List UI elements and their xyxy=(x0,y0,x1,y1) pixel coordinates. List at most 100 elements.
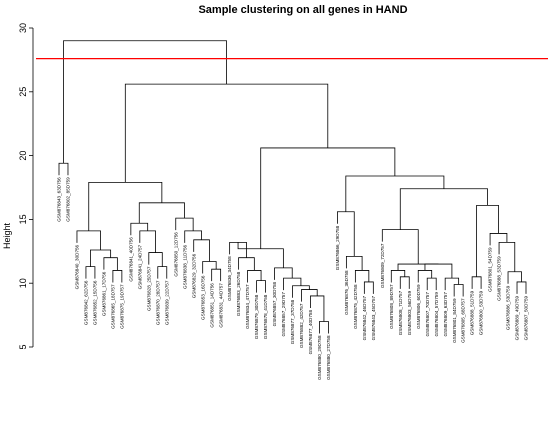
leaf-label: GSM876870_28D757 xyxy=(155,280,160,325)
leaf-label: GSM876839_22D757 xyxy=(164,280,169,325)
leaf-label: GSM876886_53D759 xyxy=(506,285,511,330)
dendrogram-link xyxy=(157,266,168,279)
leaf-label: GSM876838_11D756 xyxy=(182,244,187,289)
dendrogram-link xyxy=(138,202,185,224)
leaf-label: GSM876857_29D757 xyxy=(281,292,286,337)
leaf-label: GSM876877_37D758 xyxy=(290,299,295,344)
dendrogram-link xyxy=(58,162,69,176)
leaf-label: GSM876829_32D756 xyxy=(191,253,196,298)
leaf-label: GSM876809_72D757 xyxy=(380,243,385,288)
dendrogram-link xyxy=(175,217,194,231)
leaf-label: GSM876843_63D756 xyxy=(57,177,62,222)
dendrogram-link xyxy=(148,252,163,267)
leaf-label: GSM876877_40D758 xyxy=(308,310,313,355)
y-tick-label: 25 xyxy=(18,87,28,97)
dendrogram-link xyxy=(471,276,482,289)
leaf-label: GSM876803_56D759 xyxy=(407,290,412,335)
dendrogram-link xyxy=(354,270,370,283)
leaf-label: GSM876850_12D756 xyxy=(173,232,178,277)
leaf-label: GSM876836_34D758 xyxy=(227,256,232,301)
leaf-label: GSM876875_19D757 xyxy=(119,284,124,329)
leaf-label: GSM876887_50D759 xyxy=(524,295,529,340)
leaf-label: GSM876808_71D757 xyxy=(398,290,403,335)
leaf-label: GSM876834_47D757 xyxy=(245,284,250,329)
leaf-label: GSM876808_89D757 xyxy=(389,284,394,329)
leaf-label: GSM876831_44D757 xyxy=(218,283,223,328)
dendrogram-link xyxy=(184,230,202,243)
leaf-label: GSM876888_51D759 xyxy=(470,290,475,335)
dendrogram-link xyxy=(381,229,419,265)
leaf-label: GSM876882_42D757 xyxy=(299,303,304,348)
dendrogram-link xyxy=(399,188,488,230)
leaf-label: GSM876888_53D759 xyxy=(497,256,502,301)
leaf-label: GSM876841_24D757 xyxy=(137,244,142,289)
dendrogram-link xyxy=(424,263,453,279)
leaf-label: GSM876852_15D756 xyxy=(93,280,98,325)
leaf-label: GSM876828_25D757 xyxy=(146,266,151,311)
y-tick-label: 20 xyxy=(18,151,28,161)
y-axis: 5 10 15 20 25 30 xyxy=(18,23,34,350)
dendrogram-link xyxy=(202,261,217,274)
dendrogram-link xyxy=(319,321,329,334)
leaf-label: GSM876865_18D757 xyxy=(110,284,115,329)
leaf-label: GSM876804_57D759 xyxy=(434,292,439,337)
leaf-label: GSM876878_41D758 xyxy=(263,294,268,339)
leaf-label: GSM876842_46D757 xyxy=(362,295,367,340)
leaf-label: GSM876883_26D758 xyxy=(236,271,241,316)
dendrogram-link xyxy=(90,249,112,267)
leaf-label: GSM876801_84D759 xyxy=(452,298,457,343)
leaf-label: GSM876851_14D756 xyxy=(209,283,214,328)
dendrogram-link xyxy=(260,147,396,249)
dendrogram-link xyxy=(112,270,123,283)
leaf-label: GSM876880_27D758 xyxy=(326,335,331,380)
leaf-label: GSM876889_49D759 xyxy=(515,295,520,340)
dendrogram-link xyxy=(85,266,96,279)
leaf-label: GSM876806_60D759 xyxy=(416,284,421,329)
dendrogram-link xyxy=(453,284,464,297)
dendrogram-link xyxy=(130,222,149,236)
chart-title: Sample clustering on all genes in HAND xyxy=(198,4,407,16)
y-tick-label: 30 xyxy=(18,23,28,33)
leaf-label: GSM876843_45D757 xyxy=(371,295,376,340)
leaf-label: GSM876861_17D756 xyxy=(102,271,107,316)
leaf-label: GSM876880_29D758 xyxy=(317,335,322,380)
y-tick-label: 15 xyxy=(18,214,28,224)
dendrogram-link xyxy=(292,285,310,298)
dendrogram-link xyxy=(426,277,437,291)
dendrogram-link xyxy=(363,281,374,294)
dendrogram-link xyxy=(397,263,439,271)
dendrogram-link xyxy=(256,280,266,293)
dendrogram-link xyxy=(63,40,227,164)
leaf-label: GSM876853_16D756 xyxy=(200,275,205,320)
leaf-label: GSM876807_70D757 xyxy=(425,292,430,337)
y-tick-label: 5 xyxy=(18,344,28,349)
dendrogram-link xyxy=(238,257,255,271)
y-axis-label: Height xyxy=(2,222,12,249)
dendrogram-link xyxy=(489,233,508,246)
leaf-label: GSM876875_42D758 xyxy=(353,284,358,329)
leaf-label: GSM876841_40D756 xyxy=(128,237,133,282)
y-tick-label: 10 xyxy=(18,278,28,288)
leaf-label: GSM876800_53D759 xyxy=(479,290,484,335)
dendrogram-link xyxy=(88,181,163,231)
dendrogram-link xyxy=(124,83,329,183)
dendrogram-tree xyxy=(58,40,527,334)
dendrogram-link xyxy=(76,230,101,251)
leaf-label: GSM876842_62D756 xyxy=(84,280,89,325)
dendrogram-link xyxy=(399,276,410,289)
dendrogram-link xyxy=(516,281,527,294)
leaf-labels: GSM876843_63D756 GSM876802_85D759 GSM87684… xyxy=(57,177,529,380)
leaf-label: GSM876809_63D757 xyxy=(443,292,448,337)
leaf-label: GSM876876_36D758 xyxy=(344,270,349,315)
dendrogram-link xyxy=(211,268,222,282)
dendrogram-link xyxy=(345,256,363,271)
leaf-label: GSM876840_30D756 xyxy=(75,244,80,289)
leaf-label: GSM876801_54D759 xyxy=(488,247,493,292)
leaf-label: GSM876802_85D759 xyxy=(66,177,71,222)
leaf-label: GSM876805_68D757 xyxy=(461,298,466,343)
leaf-label: GSM876879_30D758 xyxy=(254,294,259,339)
dendrogram-link xyxy=(417,270,433,283)
leaf-label: GSM876857_30D758 xyxy=(272,281,277,326)
dendrogram-link xyxy=(103,257,118,271)
